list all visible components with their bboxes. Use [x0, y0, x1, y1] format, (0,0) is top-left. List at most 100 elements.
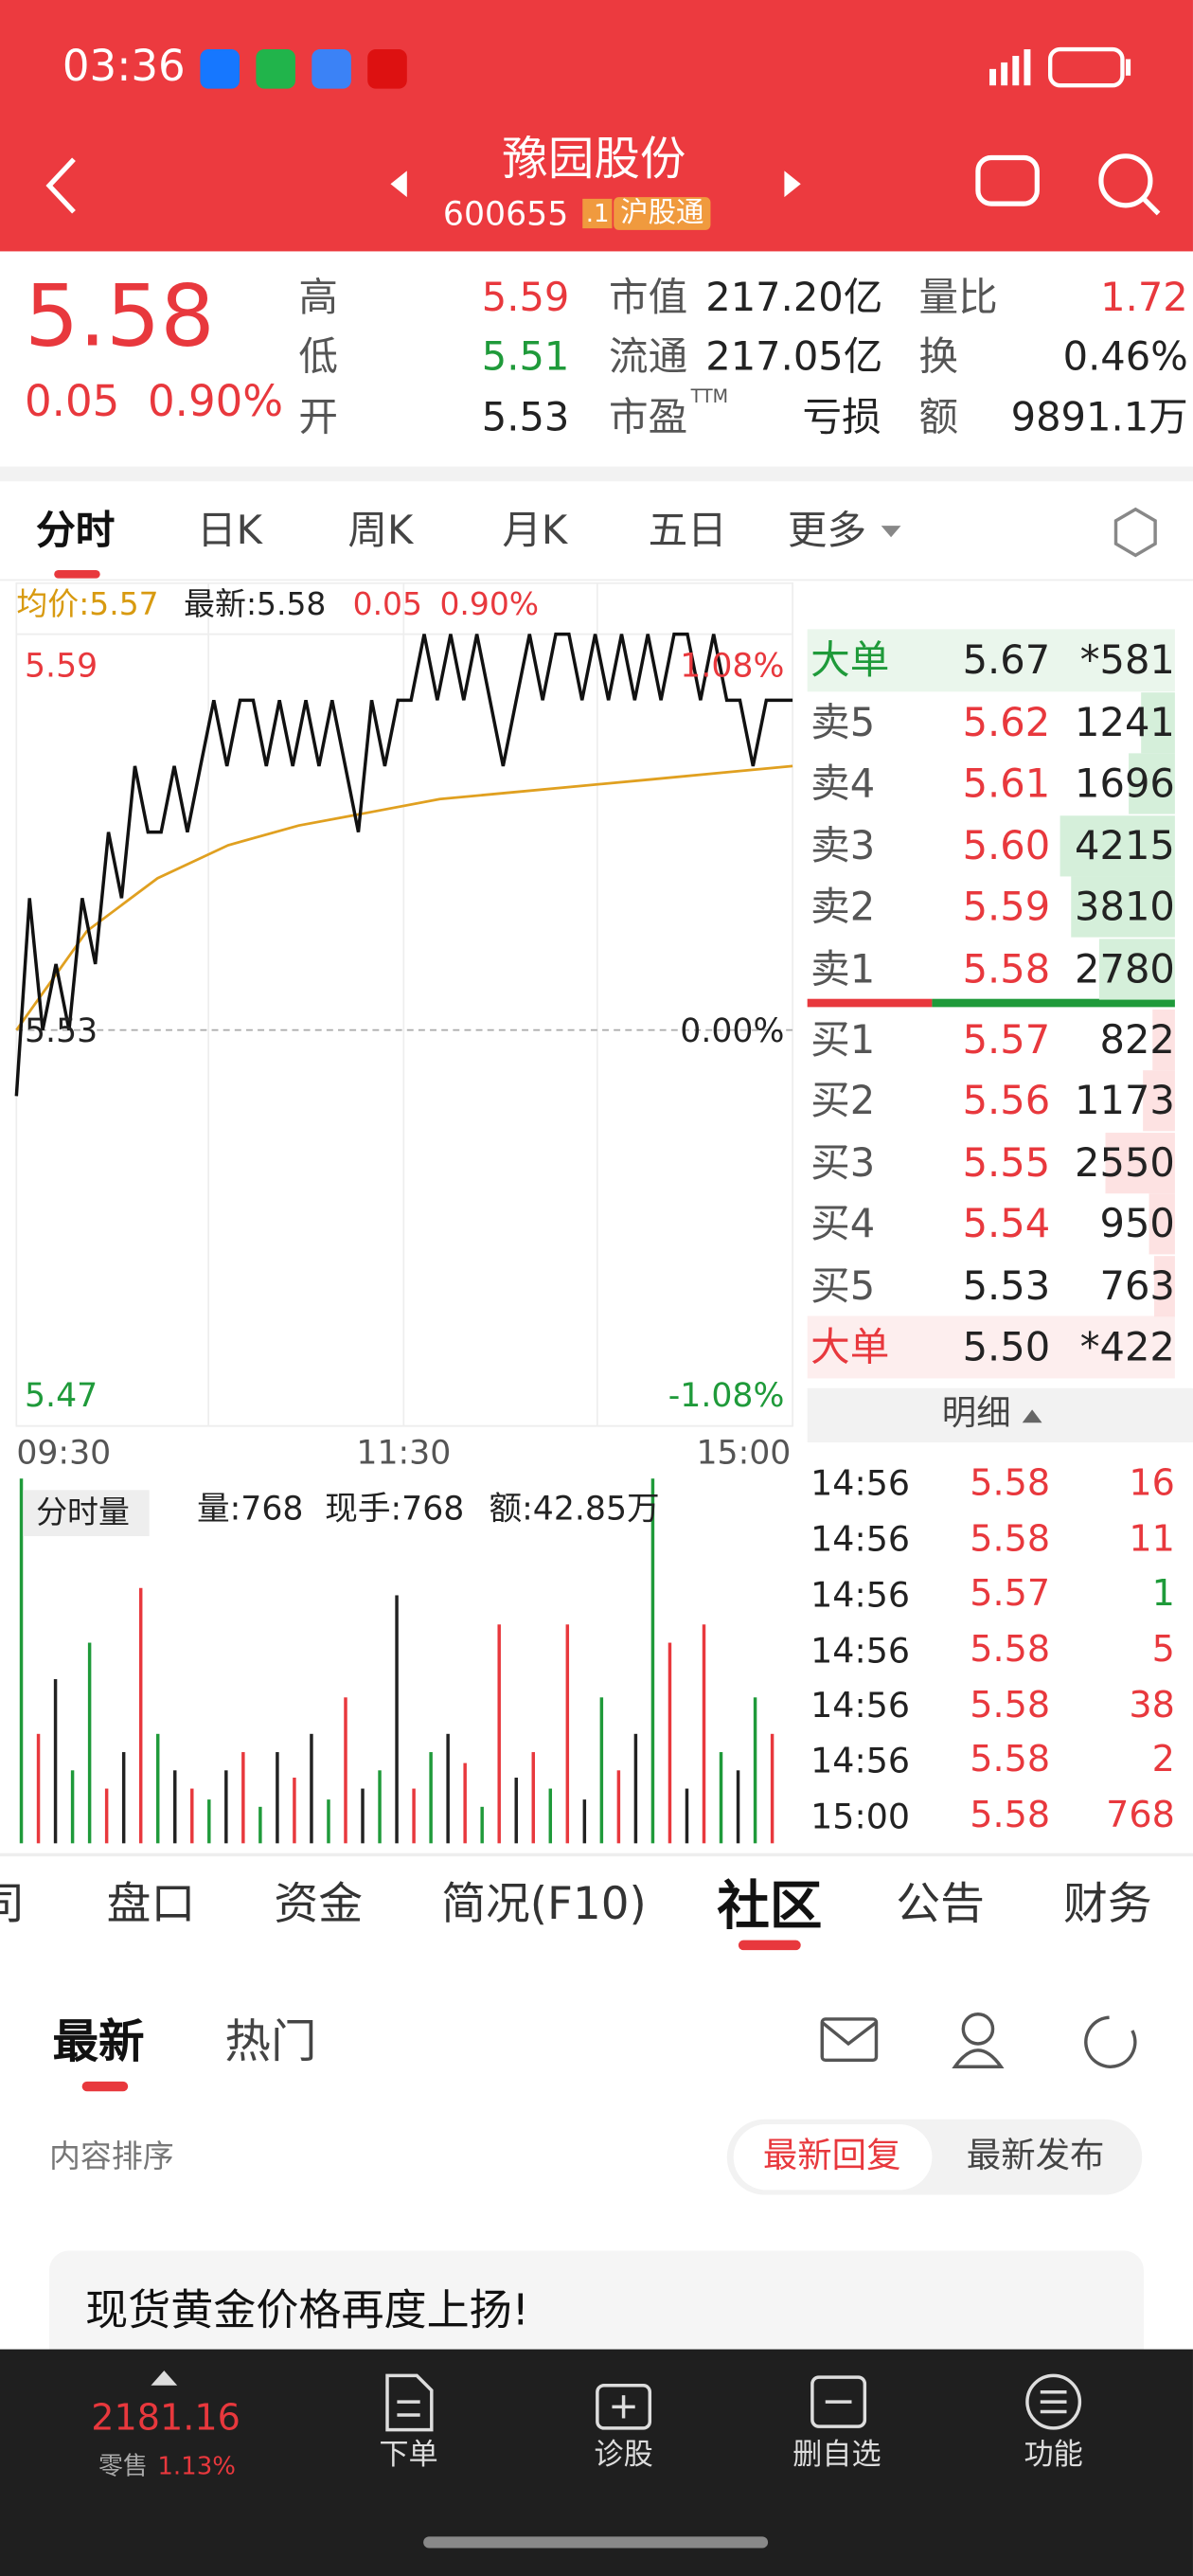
user-icon[interactable] [961, 2012, 995, 2046]
volume-bar [753, 1697, 757, 1844]
depth-bar [1143, 1070, 1175, 1132]
volume-bar [497, 1624, 501, 1844]
y-tick-label: 5.47 [24, 1374, 98, 1415]
community-tab[interactable]: 最新 [52, 2014, 145, 2069]
post-title[interactable]: 现货黄金价格再度上扬! [85, 2287, 529, 2337]
stat-label: 市盈 [608, 393, 688, 440]
order-price: 5.55 [962, 1139, 1051, 1186]
stat-value: 9891.1万 [1010, 393, 1188, 440]
nav-item[interactable]: 诊股 [594, 2438, 653, 2474]
order-volume: 822 [1099, 1016, 1175, 1063]
volume-bar [650, 1478, 655, 1844]
search-icon[interactable] [1098, 153, 1153, 208]
stock-tab[interactable]: 司 [0, 1879, 25, 1932]
order-volume: 1173 [1075, 1077, 1175, 1123]
volume-stat: 现手:768 [325, 1488, 465, 1529]
nav-item[interactable]: 下单 [379, 2438, 438, 2474]
sort-option[interactable]: 最新回复 [762, 2136, 901, 2176]
volume-bar [633, 1733, 638, 1844]
volume-bar [395, 1595, 399, 1844]
prev-stock[interactable] [390, 170, 407, 198]
chart-tab[interactable]: 周K [347, 507, 414, 553]
index-value[interactable]: 2181.16 [91, 2398, 240, 2440]
volume-stat: 额:42.85万 [489, 1488, 660, 1529]
volume-bar [293, 1778, 296, 1844]
chart-tab[interactable]: 日K [196, 507, 262, 553]
volume-bar [599, 1697, 604, 1844]
back-button[interactable] [45, 157, 76, 214]
order-label: 买4 [810, 1200, 876, 1246]
order-label: 买2 [810, 1077, 876, 1123]
order-label: 大单 [810, 1323, 890, 1370]
nav-item[interactable]: 功能 [1024, 2438, 1083, 2474]
dropdown-arrow [881, 526, 901, 538]
chart-tab[interactable]: 更多 [787, 507, 867, 553]
volume-bar [770, 1733, 775, 1844]
volume-bar [241, 1752, 245, 1844]
stock-tab[interactable]: 财务 [1063, 1879, 1152, 1930]
robot-icon[interactable] [975, 154, 1040, 206]
volume-bar [276, 1752, 279, 1844]
trade-time: 14:56 [810, 1741, 911, 1781]
nav-icons [385, 2373, 1082, 2432]
stock-tab[interactable]: 盘口 [106, 1879, 196, 1930]
stat-value: 217.20亿 [705, 273, 883, 320]
order-label: 卖4 [810, 760, 876, 807]
depth-bar [1148, 1193, 1175, 1255]
message-icon[interactable] [820, 2017, 879, 2063]
detail-title[interactable]: 明细 [941, 1393, 1011, 1434]
pct-tick-label: -1.08% [668, 1374, 785, 1415]
stock-tab[interactable]: 资金 [274, 1879, 364, 1930]
volume-bar [446, 1733, 450, 1844]
stock-tab[interactable]: 简况(F10) [441, 1879, 647, 1930]
order-price: 5.54 [962, 1200, 1051, 1246]
index-change: 1.13% [157, 2451, 236, 2481]
order-volume: 2550 [1075, 1139, 1175, 1186]
expand-arrow[interactable] [151, 2370, 178, 2386]
stat-label: 市值 [608, 273, 688, 320]
chart-tab[interactable]: 分时 [36, 507, 116, 553]
settings-icon[interactable] [1113, 507, 1157, 558]
depth-bar [1153, 1256, 1175, 1317]
status-time: 03:36 [62, 43, 186, 93]
trade-time: 15:00 [810, 1797, 911, 1836]
stat-value: 5.59 [481, 273, 570, 320]
y-tick-label: 5.59 [24, 645, 98, 686]
community-icons [820, 2012, 1137, 2068]
volume-bar [719, 1752, 723, 1844]
volume-selector[interactable]: 分时量 [23, 1489, 150, 1537]
volume-bar [327, 1799, 330, 1844]
stat-label: 低 [298, 332, 339, 380]
ratio-bar-sell [932, 998, 1175, 1008]
order-label: 卖5 [810, 699, 876, 745]
stat-value: 0.46% [1062, 332, 1188, 380]
order-label: 买1 [810, 1016, 876, 1063]
next-stock[interactable] [784, 170, 801, 198]
stock-tab[interactable]: 社区 [717, 1873, 823, 1937]
volume-bar [138, 1587, 143, 1844]
volume-bar [310, 1733, 313, 1844]
volume-bar [685, 1788, 689, 1844]
change-pct: 0.90% [439, 585, 540, 622]
refresh-icon[interactable] [1084, 2015, 1137, 2068]
stock-tab[interactable]: 公告 [896, 1879, 985, 1930]
detail-header-bg [807, 1387, 1193, 1443]
order-price: 5.59 [962, 883, 1051, 930]
volume-bar [173, 1770, 177, 1844]
nav-item[interactable]: 删自选 [792, 2438, 881, 2474]
trade-time: 14:56 [810, 1686, 911, 1726]
sort-active[interactable] [733, 2123, 933, 2191]
chart-tab[interactable]: 月K [502, 507, 568, 553]
sort-option[interactable]: 最新发布 [966, 2136, 1105, 2176]
trade-price: 5.58 [970, 1629, 1051, 1672]
tag: .1 [582, 198, 613, 229]
chart-tab[interactable]: 五日 [648, 507, 727, 553]
volume-bar [702, 1624, 706, 1844]
volume-bar [224, 1770, 228, 1844]
community-tab[interactable]: 热门 [224, 2014, 317, 2069]
order-volume: 2780 [1075, 945, 1175, 993]
tab-indicator [81, 2081, 129, 2092]
order-volume: 763 [1099, 1262, 1175, 1309]
ratio-bar-buy [807, 998, 933, 1008]
